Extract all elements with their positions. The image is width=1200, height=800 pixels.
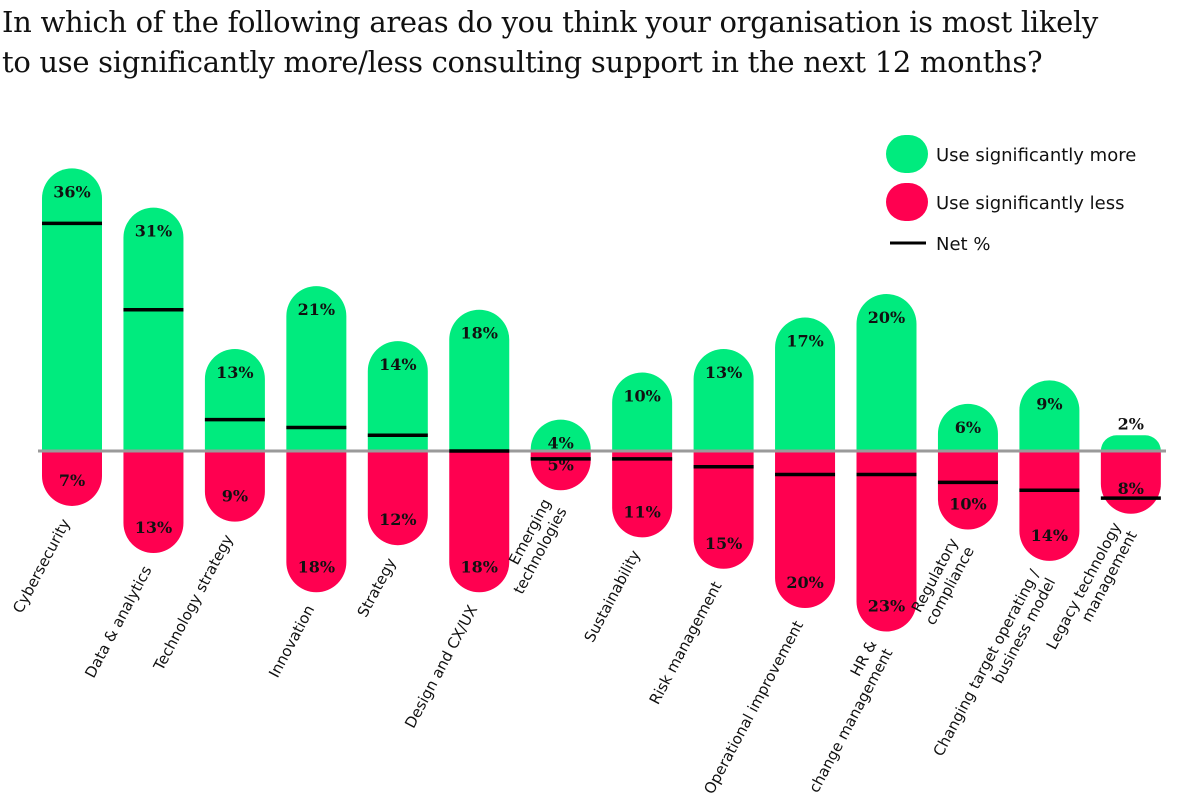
value-label-more: 2% [1118, 414, 1144, 433]
category-label-line: Risk management [646, 578, 726, 707]
value-label-more: 6% [955, 418, 981, 437]
bar-more [1100, 435, 1161, 451]
bar-less [856, 451, 917, 632]
value-label-less: 8% [1118, 479, 1144, 498]
value-label-less: 20% [786, 573, 823, 592]
value-label-more: 13% [216, 363, 253, 382]
category-label: Data & analytics [81, 563, 155, 681]
bar-more [530, 419, 591, 451]
value-label-more: 4% [548, 434, 574, 453]
bar-more [204, 348, 265, 451]
value-label-more: 18% [461, 324, 498, 343]
value-label-less: 11% [623, 502, 660, 521]
value-label-less: 18% [298, 557, 335, 576]
bar-less [123, 451, 184, 554]
category-label-line: Cybersecurity [9, 516, 74, 617]
value-label-more: 36% [53, 182, 90, 201]
bar-less [1019, 451, 1080, 561]
value-label-more: 17% [786, 332, 823, 351]
value-label-more: 31% [135, 222, 172, 241]
legend-swatch-more [886, 135, 928, 173]
legend-label-more: Use significantly more [936, 145, 1136, 166]
value-label-less: 13% [135, 518, 172, 537]
bar-more [856, 294, 917, 451]
category-label-line: Innovation [265, 602, 318, 681]
value-label-less: 15% [705, 534, 742, 553]
bar-more [449, 309, 510, 451]
category-label: Cybersecurity [9, 516, 74, 617]
value-label-more: 14% [379, 355, 416, 374]
category-label: Operational improvement [700, 618, 807, 797]
bar-more [612, 372, 673, 451]
category-label: Design and CX/UX [401, 602, 481, 731]
value-label-less: 23% [868, 597, 905, 616]
value-label-more: 21% [298, 300, 335, 319]
value-label-less: 9% [222, 487, 248, 506]
category-label-line: Sustainability [581, 547, 645, 645]
bar-less [775, 451, 836, 608]
legend-label-less: Use significantly less [936, 193, 1125, 214]
bar-more [693, 348, 754, 451]
category-label-line: Data & analytics [81, 563, 155, 681]
legend-swatch-less [886, 183, 928, 221]
category-label: HR &change management [789, 637, 896, 796]
value-label-less: 14% [1031, 526, 1068, 545]
bar-less [367, 451, 428, 546]
category-label: Technology strategy [149, 531, 236, 674]
value-label-less: 7% [59, 471, 85, 490]
value-label-less: 10% [949, 495, 986, 514]
value-label-more: 9% [1036, 394, 1062, 413]
category-label-line: Technology strategy [149, 531, 236, 674]
category-label-line: Operational improvement [700, 618, 807, 797]
bar-more [775, 317, 836, 451]
value-label-more: 20% [868, 308, 905, 327]
category-label-line: Design and CX/UX [401, 602, 481, 731]
category-label: Sustainability [581, 547, 645, 645]
bar-more [1019, 380, 1080, 451]
category-label: Risk management [646, 578, 726, 707]
legend-label-net: Net % [936, 234, 990, 255]
bar-less [204, 451, 265, 522]
value-label-less: 12% [379, 510, 416, 529]
value-label-more: 13% [705, 363, 742, 382]
bar-more [937, 403, 998, 451]
chart-title: In which of the following areas do you t… [2, 5, 1099, 79]
value-label-more: 10% [623, 387, 660, 406]
category-label: Innovation [265, 602, 318, 681]
bar-less [530, 451, 591, 491]
bar-less [693, 451, 754, 569]
bar-less [937, 451, 998, 530]
bar-less [42, 451, 102, 506]
bar-more [367, 341, 428, 451]
bar-less [449, 451, 510, 593]
bar-less [612, 451, 673, 538]
category-label: Strategy [354, 555, 400, 620]
bar-more [123, 207, 184, 451]
bar-more [42, 168, 102, 451]
value-label-less: 18% [461, 557, 498, 576]
category-label-line: Strategy [354, 555, 400, 620]
bar-less [286, 451, 347, 593]
bar-more [286, 286, 347, 451]
